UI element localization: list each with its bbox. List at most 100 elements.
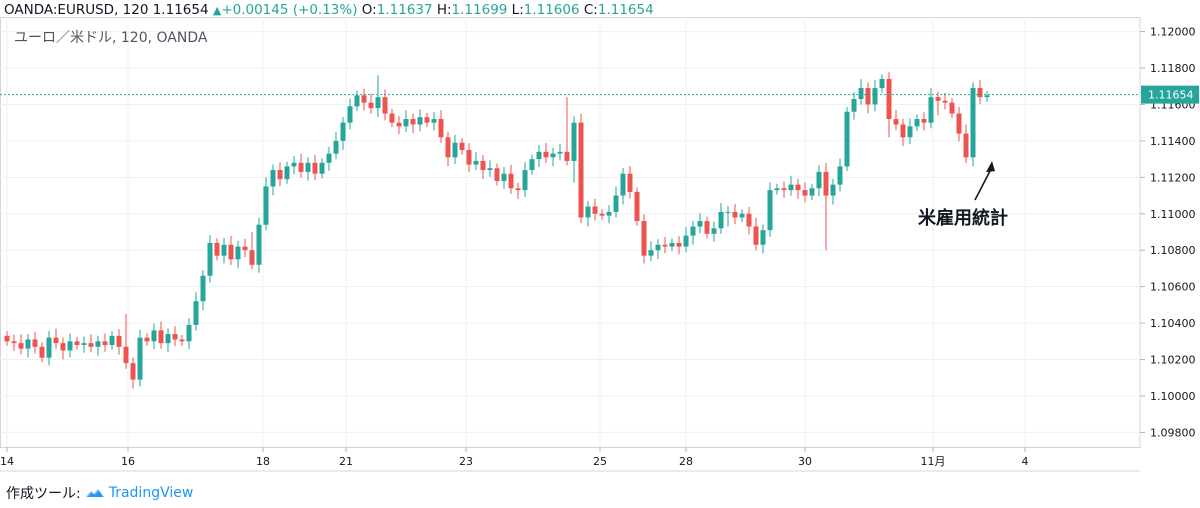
candle[interactable] xyxy=(879,74,885,93)
candle[interactable] xyxy=(788,175,794,196)
candle[interactable] xyxy=(60,337,66,360)
candle[interactable] xyxy=(410,113,416,134)
candle[interactable] xyxy=(501,166,507,189)
candle[interactable] xyxy=(375,75,381,118)
candle[interactable] xyxy=(508,164,514,194)
candle[interactable] xyxy=(753,217,759,251)
candle[interactable] xyxy=(151,323,157,350)
candle[interactable] xyxy=(858,79,864,105)
candle[interactable] xyxy=(445,131,451,167)
candle[interactable] xyxy=(914,114,920,131)
candle[interactable] xyxy=(802,182,808,203)
candle[interactable] xyxy=(837,158,843,192)
candle[interactable] xyxy=(165,328,171,353)
candle[interactable] xyxy=(956,106,962,142)
candle[interactable] xyxy=(823,162,829,251)
candle[interactable] xyxy=(39,342,45,363)
candle[interactable] xyxy=(487,160,493,177)
candle[interactable] xyxy=(4,331,10,346)
candle[interactable] xyxy=(263,177,269,231)
candle[interactable] xyxy=(305,157,311,181)
candle[interactable] xyxy=(459,138,465,155)
candle[interactable] xyxy=(116,329,122,355)
candle[interactable] xyxy=(396,115,402,135)
candle[interactable] xyxy=(816,165,822,197)
candle[interactable] xyxy=(907,118,913,144)
candle[interactable] xyxy=(746,207,752,235)
candle[interactable] xyxy=(130,357,136,389)
candle[interactable] xyxy=(193,292,199,331)
candle[interactable] xyxy=(102,333,108,352)
candle[interactable] xyxy=(697,213,703,234)
candle[interactable] xyxy=(774,183,780,195)
candle[interactable] xyxy=(466,143,472,173)
candle[interactable] xyxy=(655,239,661,260)
candle[interactable] xyxy=(683,226,689,253)
candle[interactable] xyxy=(333,131,339,160)
candle[interactable] xyxy=(249,232,255,270)
candle[interactable] xyxy=(606,205,612,224)
candle[interactable] xyxy=(312,154,318,181)
candle[interactable] xyxy=(382,89,388,121)
candle[interactable] xyxy=(690,220,696,245)
tradingview-link[interactable]: TradingView xyxy=(85,485,193,501)
candle[interactable] xyxy=(480,155,486,179)
candle[interactable] xyxy=(144,333,150,346)
candle[interactable] xyxy=(270,164,276,196)
candle[interactable] xyxy=(452,134,458,165)
candle[interactable] xyxy=(368,93,374,114)
candle[interactable] xyxy=(403,110,409,132)
candle[interactable] xyxy=(578,113,584,224)
candle[interactable] xyxy=(900,118,906,147)
candle[interactable] xyxy=(424,112,430,128)
candle[interactable] xyxy=(963,124,969,163)
candle[interactable] xyxy=(550,148,556,167)
candle[interactable] xyxy=(109,331,115,350)
candle[interactable] xyxy=(88,334,94,353)
candlestick-chart[interactable]: ユーロ／米ドル, 120, OANDA 1.12000 1.11800 1.1160… xyxy=(0,0,1200,478)
candle[interactable] xyxy=(515,182,521,200)
candle[interactable] xyxy=(613,186,619,218)
candle[interactable] xyxy=(228,235,234,265)
candle[interactable] xyxy=(543,142,549,163)
candle[interactable] xyxy=(935,91,941,116)
candle[interactable] xyxy=(851,92,857,120)
candle[interactable] xyxy=(571,115,577,183)
candle[interactable] xyxy=(795,178,801,200)
candle[interactable] xyxy=(326,146,332,171)
candle[interactable] xyxy=(172,326,178,347)
candle[interactable] xyxy=(158,321,164,349)
candle[interactable] xyxy=(711,221,717,242)
last-price-label[interactable]: 1.11654 xyxy=(1141,85,1199,104)
candle[interactable] xyxy=(95,335,101,356)
candle[interactable] xyxy=(200,270,206,311)
candle[interactable] xyxy=(844,107,850,171)
price-axis[interactable]: 1.120001.118001.116001.114001.112001.110… xyxy=(1140,26,1199,440)
candle[interactable] xyxy=(732,204,738,225)
candle[interactable] xyxy=(389,109,395,128)
candle[interactable] xyxy=(648,241,654,262)
candle[interactable] xyxy=(760,224,766,254)
candle[interactable] xyxy=(886,72,892,138)
candle[interactable] xyxy=(592,198,598,221)
candle[interactable] xyxy=(53,328,59,349)
candle[interactable] xyxy=(977,80,983,104)
candle[interactable] xyxy=(585,200,591,227)
candle[interactable] xyxy=(781,181,787,198)
candle[interactable] xyxy=(529,154,535,175)
candle[interactable] xyxy=(641,214,647,264)
candle[interactable] xyxy=(438,110,444,143)
candle[interactable] xyxy=(46,330,52,366)
candle[interactable] xyxy=(18,334,24,355)
candle[interactable] xyxy=(354,90,360,111)
candle[interactable] xyxy=(599,209,605,221)
candle[interactable] xyxy=(319,158,325,179)
candle[interactable] xyxy=(25,333,31,358)
candle[interactable] xyxy=(179,334,185,346)
candles[interactable] xyxy=(4,72,990,389)
candle[interactable] xyxy=(284,161,290,184)
candle[interactable] xyxy=(669,238,675,252)
candle[interactable] xyxy=(291,156,297,175)
candle[interactable] xyxy=(277,162,283,186)
candle[interactable] xyxy=(872,80,878,112)
